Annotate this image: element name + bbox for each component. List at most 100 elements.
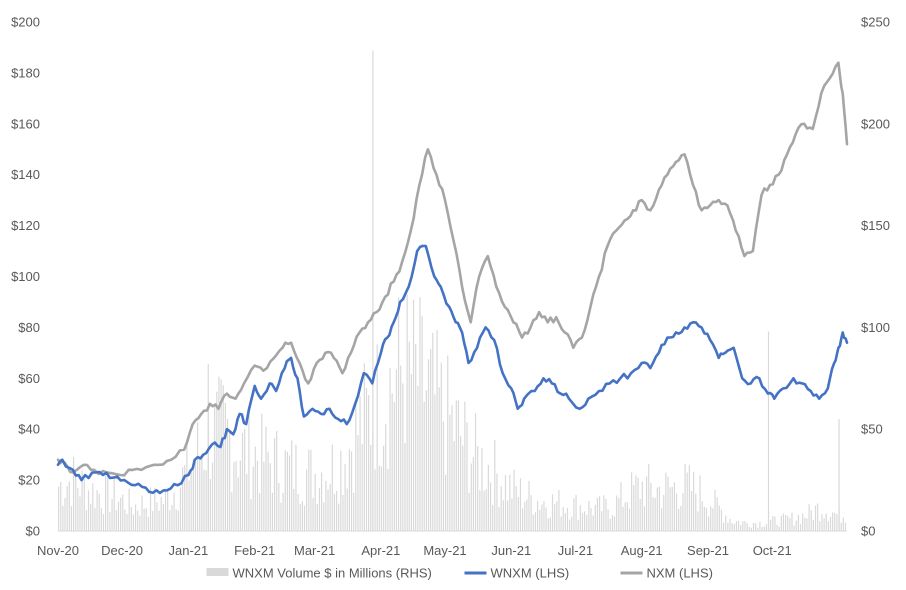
- volume-bar: [100, 508, 102, 531]
- volume-bar: [654, 497, 656, 531]
- volume-bar: [566, 508, 569, 531]
- volume-bar: [412, 299, 415, 531]
- volume-bar: [720, 509, 723, 531]
- volume-bar: [656, 487, 658, 531]
- y-left-tick-label: $120: [11, 218, 40, 233]
- volume-bar: [391, 393, 393, 531]
- x-tick-label: Feb-21: [234, 543, 275, 558]
- volume-bar: [440, 362, 442, 531]
- volume-bar: [184, 464, 186, 531]
- volume-bar: [293, 488, 295, 531]
- volume-bar: [748, 526, 750, 531]
- y-right-tick-label: $50: [861, 422, 883, 437]
- volume-bar: [594, 504, 596, 531]
- y-left-tick-label: $40: [18, 422, 40, 437]
- volume-bar: [633, 485, 635, 531]
- volume-bar: [186, 438, 188, 531]
- volume-bar: [122, 494, 124, 531]
- volume-bar: [733, 524, 735, 531]
- volume-bar: [669, 487, 671, 531]
- volume-bar: [145, 508, 147, 531]
- volume-bar: [534, 512, 537, 531]
- volume-bar: [639, 499, 641, 531]
- volume-bar: [143, 508, 145, 531]
- volume-bar: [695, 493, 697, 531]
- volume-bar: [378, 465, 380, 531]
- volume-bar: [613, 516, 616, 531]
- volume-bar: [325, 480, 327, 531]
- volume-bar: [75, 476, 77, 531]
- volume-bar: [498, 507, 500, 531]
- volume-bar: [528, 480, 530, 531]
- volume-bar: [778, 526, 780, 531]
- volume-bar: [451, 405, 453, 531]
- volume-bar: [556, 501, 558, 531]
- y-left-tick-label: $20: [18, 473, 40, 488]
- volume-bar: [445, 474, 447, 531]
- volume-bar: [175, 509, 177, 531]
- volume-bar: [650, 482, 652, 531]
- volume-bar: [167, 490, 169, 531]
- volume-bar: [652, 497, 654, 531]
- volume-bar: [387, 468, 389, 531]
- volume-bar: [239, 460, 241, 531]
- volume-bar: [179, 487, 182, 531]
- volume-bar: [663, 494, 665, 531]
- volume-bar: [808, 504, 810, 531]
- volume-bar: [397, 297, 400, 531]
- volume-bar: [474, 413, 477, 531]
- volume-bar: [635, 475, 637, 531]
- volume-bar: [466, 422, 468, 531]
- volume-bar: [605, 498, 607, 531]
- volume-bar: [306, 469, 308, 531]
- x-tick-label: Sep-21: [687, 543, 729, 558]
- volume-bar: [554, 504, 556, 531]
- volume-bar: [164, 488, 167, 531]
- volume-bar: [489, 482, 492, 531]
- volume-bar: [331, 444, 333, 531]
- volume-bar: [205, 470, 207, 531]
- x-tick-label: Jan-21: [169, 543, 209, 558]
- volume-bar: [737, 520, 740, 531]
- y-left-tick-label: $0: [26, 524, 40, 539]
- volume-bar: [60, 482, 62, 531]
- volume-bar: [547, 518, 549, 531]
- volume-bar: [675, 493, 678, 531]
- volume-bar: [107, 475, 109, 531]
- volume-bar: [214, 404, 216, 531]
- volume-bar: [365, 388, 368, 531]
- volume-bar: [802, 513, 804, 531]
- volume-bar: [784, 514, 787, 531]
- volume-bar: [158, 510, 160, 531]
- volume-bar: [509, 474, 511, 531]
- volume-bar: [340, 450, 342, 531]
- volume-bar: [829, 516, 832, 531]
- volume-bar: [797, 515, 800, 531]
- volume-bar: [468, 492, 470, 531]
- volume-bar: [453, 441, 455, 531]
- volume-bar: [584, 511, 586, 531]
- volume-bar: [216, 391, 218, 531]
- volume-bar: [376, 344, 378, 531]
- volume-bar: [795, 520, 797, 531]
- volume-bar: [308, 449, 310, 531]
- volume-bar: [836, 514, 838, 531]
- volume-bar: [177, 510, 179, 531]
- volume-bar: [156, 502, 158, 531]
- volume-bar: [295, 444, 297, 531]
- volume-bar: [622, 506, 624, 531]
- volume-bar: [237, 477, 239, 531]
- volume-bar: [827, 521, 829, 531]
- volume-bar: [284, 450, 286, 531]
- volume-bar: [457, 400, 460, 531]
- volume-bar: [70, 506, 73, 531]
- volume-bar: [374, 469, 376, 531]
- volume-bar: [507, 500, 509, 531]
- volume-bar: [438, 387, 440, 531]
- volume-bar: [333, 494, 336, 531]
- volume-bar: [286, 451, 288, 531]
- volume-bar: [434, 394, 436, 531]
- volume-bar: [58, 486, 60, 531]
- volume-bar: [735, 521, 738, 531]
- volume-bar: [817, 503, 819, 531]
